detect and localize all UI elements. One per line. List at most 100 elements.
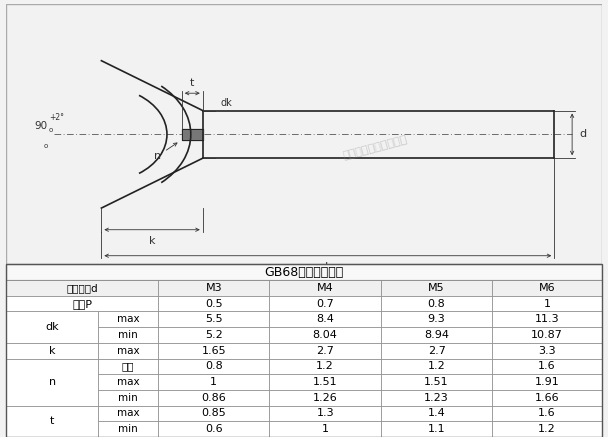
Text: 1.1: 1.1 bbox=[428, 424, 446, 434]
Bar bbox=[6, 343, 98, 358]
Bar bbox=[98, 343, 158, 358]
Text: 公称: 公称 bbox=[122, 361, 134, 371]
Bar bbox=[269, 312, 381, 327]
Text: 1.65: 1.65 bbox=[201, 346, 226, 356]
Text: 8.4: 8.4 bbox=[316, 314, 334, 324]
Text: 0.5: 0.5 bbox=[205, 298, 223, 309]
Bar bbox=[492, 358, 602, 374]
Bar bbox=[381, 358, 492, 374]
Bar bbox=[158, 421, 269, 437]
Text: L: L bbox=[325, 262, 331, 272]
Bar bbox=[381, 312, 492, 327]
Bar bbox=[492, 296, 602, 312]
Bar bbox=[158, 312, 269, 327]
Bar bbox=[381, 421, 492, 437]
Bar bbox=[6, 358, 98, 406]
Bar bbox=[158, 280, 269, 296]
Bar bbox=[269, 390, 381, 406]
Text: 牙距P: 牙距P bbox=[72, 298, 92, 309]
Text: 法士威密零件有限公司: 法士威密零件有限公司 bbox=[342, 134, 409, 161]
Text: 0.6: 0.6 bbox=[205, 424, 223, 434]
Text: 0.8: 0.8 bbox=[205, 361, 223, 371]
Text: M3: M3 bbox=[206, 283, 222, 293]
Text: 1.3: 1.3 bbox=[316, 409, 334, 419]
Text: 螺纹规格d: 螺纹规格d bbox=[66, 283, 98, 293]
Text: 9.3: 9.3 bbox=[427, 314, 446, 324]
Text: 1.6: 1.6 bbox=[538, 409, 556, 419]
Bar bbox=[98, 421, 158, 437]
Text: 1.26: 1.26 bbox=[313, 393, 337, 403]
Text: 10.87: 10.87 bbox=[531, 330, 563, 340]
Text: min: min bbox=[119, 330, 138, 340]
Text: 1.4: 1.4 bbox=[427, 409, 446, 419]
Text: 1.51: 1.51 bbox=[313, 377, 337, 387]
Bar bbox=[6, 406, 98, 437]
Text: 1.66: 1.66 bbox=[535, 393, 559, 403]
Text: o: o bbox=[49, 127, 54, 133]
Bar bbox=[492, 421, 602, 437]
Bar bbox=[158, 327, 269, 343]
Bar bbox=[158, 343, 269, 358]
Bar bbox=[98, 312, 158, 327]
Bar bbox=[492, 343, 602, 358]
Bar bbox=[6, 280, 158, 296]
Text: d: d bbox=[579, 129, 586, 139]
Bar bbox=[269, 358, 381, 374]
Bar bbox=[98, 406, 158, 421]
Text: 5.2: 5.2 bbox=[205, 330, 223, 340]
Text: min: min bbox=[119, 424, 138, 434]
Text: n: n bbox=[154, 151, 162, 161]
Bar bbox=[158, 390, 269, 406]
Bar bbox=[98, 374, 158, 390]
Text: 1.6: 1.6 bbox=[538, 361, 556, 371]
Text: dk: dk bbox=[46, 322, 59, 332]
Text: t: t bbox=[50, 416, 55, 427]
Text: 3.3: 3.3 bbox=[538, 346, 556, 356]
Bar bbox=[381, 280, 492, 296]
Text: 90: 90 bbox=[35, 121, 48, 131]
Text: 1.2: 1.2 bbox=[538, 424, 556, 434]
Text: 0.85: 0.85 bbox=[201, 409, 226, 419]
Text: 5.5: 5.5 bbox=[205, 314, 223, 324]
Text: 2.7: 2.7 bbox=[427, 346, 446, 356]
Text: 0.8: 0.8 bbox=[427, 298, 446, 309]
Bar bbox=[98, 390, 158, 406]
Text: M5: M5 bbox=[428, 283, 445, 293]
Text: t: t bbox=[190, 78, 195, 88]
Text: 2.7: 2.7 bbox=[316, 346, 334, 356]
Bar bbox=[381, 406, 492, 421]
Bar bbox=[269, 421, 381, 437]
Text: dk: dk bbox=[221, 98, 232, 108]
Bar bbox=[98, 358, 158, 374]
Bar bbox=[269, 280, 381, 296]
Bar bbox=[381, 296, 492, 312]
Bar bbox=[158, 358, 269, 374]
Text: 1.2: 1.2 bbox=[316, 361, 334, 371]
Text: max: max bbox=[117, 314, 140, 324]
Bar bbox=[158, 296, 269, 312]
Text: n: n bbox=[49, 377, 56, 387]
Text: 8.04: 8.04 bbox=[313, 330, 337, 340]
Text: M4: M4 bbox=[317, 283, 334, 293]
Bar bbox=[381, 327, 492, 343]
Text: 1: 1 bbox=[544, 298, 551, 309]
Bar bbox=[158, 406, 269, 421]
Bar bbox=[269, 327, 381, 343]
Text: 1: 1 bbox=[210, 377, 217, 387]
Text: 1.2: 1.2 bbox=[427, 361, 446, 371]
Bar bbox=[492, 280, 602, 296]
Bar bbox=[492, 374, 602, 390]
Text: 0.7: 0.7 bbox=[316, 298, 334, 309]
Text: 1.51: 1.51 bbox=[424, 377, 449, 387]
Text: 1: 1 bbox=[322, 424, 329, 434]
Text: 1.23: 1.23 bbox=[424, 393, 449, 403]
Text: o: o bbox=[44, 143, 48, 149]
Bar bbox=[269, 406, 381, 421]
Text: 11.3: 11.3 bbox=[535, 314, 559, 324]
Bar bbox=[269, 343, 381, 358]
Text: max: max bbox=[117, 377, 140, 387]
Text: 1.91: 1.91 bbox=[534, 377, 559, 387]
Text: M6: M6 bbox=[539, 283, 556, 293]
Bar bbox=[269, 296, 381, 312]
Text: GB68开槽沉头螺丝: GB68开槽沉头螺丝 bbox=[264, 266, 344, 279]
